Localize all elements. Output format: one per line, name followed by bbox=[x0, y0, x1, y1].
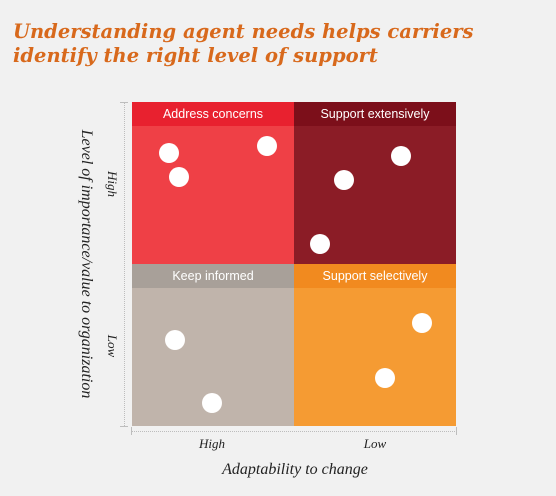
y-axis-line bbox=[124, 102, 125, 426]
x-axis-tick-right bbox=[456, 427, 457, 435]
quadrant-keep-informed: Keep informed bbox=[132, 264, 294, 426]
x-axis-tick-left bbox=[131, 427, 132, 435]
quadrant-header-keep-informed: Keep informed bbox=[132, 264, 294, 288]
data-point bbox=[202, 393, 222, 413]
title-line-1: Understanding agent needs helps carriers bbox=[13, 20, 474, 43]
x-axis-line bbox=[131, 431, 457, 432]
data-point bbox=[310, 234, 330, 254]
data-point bbox=[159, 143, 179, 163]
quadrant-support-selectively: Support selectively bbox=[294, 264, 456, 426]
x-tick-high: High bbox=[199, 436, 225, 451]
y-axis-tick-bottom bbox=[120, 426, 128, 427]
data-point bbox=[391, 146, 411, 166]
quadrant-address-concerns: Address concerns bbox=[132, 102, 294, 264]
quadrant-header-support-extensively: Support extensively bbox=[294, 102, 456, 126]
quadrant-support-extensively: Support extensively bbox=[294, 102, 456, 264]
data-point bbox=[375, 368, 395, 388]
y-axis-label: Level of importance/value to organizatio… bbox=[78, 129, 95, 399]
x-axis-label: Adaptability to change bbox=[222, 461, 368, 478]
data-point bbox=[165, 330, 185, 350]
y-tick-low: Low bbox=[105, 334, 120, 358]
title-line-2: identify the right level of support bbox=[13, 44, 378, 67]
data-point bbox=[334, 170, 354, 190]
x-tick-low: Low bbox=[363, 436, 387, 451]
page-title: Understanding agent needs helps carriers… bbox=[13, 20, 543, 68]
y-axis-tick-top bbox=[120, 102, 128, 103]
quadrant-header-address-concerns: Address concerns bbox=[132, 102, 294, 126]
data-point bbox=[169, 167, 189, 187]
data-point bbox=[412, 313, 432, 333]
quadrant-header-support-selectively: Support selectively bbox=[294, 264, 456, 288]
data-point bbox=[257, 136, 277, 156]
y-tick-high: High bbox=[105, 171, 120, 197]
